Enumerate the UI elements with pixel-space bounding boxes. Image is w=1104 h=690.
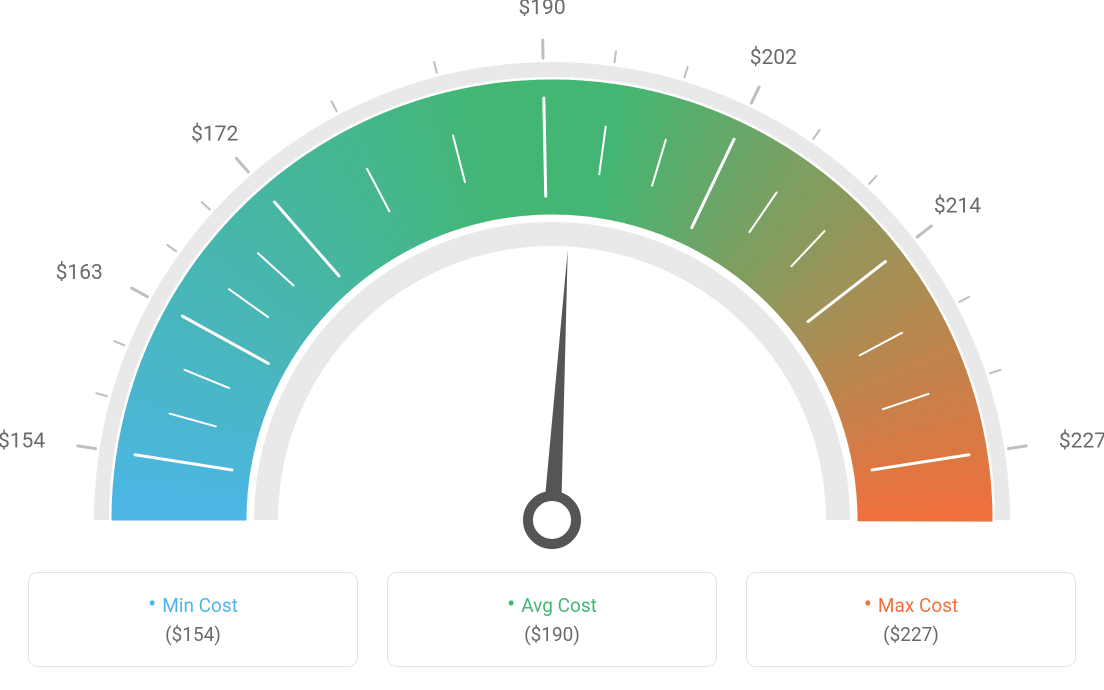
tick-label: $214	[934, 195, 981, 219]
tick-label: $163	[56, 261, 103, 285]
legend-label: • Max Cost	[864, 593, 958, 617]
tick-label: $172	[191, 122, 238, 146]
gauge-needle-hub	[528, 496, 576, 544]
tick-label: $190	[518, 0, 565, 20]
tick-label: $227	[1059, 430, 1104, 454]
legend-value: ($154)	[165, 623, 221, 646]
legend-card: • Min Cost ($154)	[28, 572, 358, 667]
bullet-icon: •	[507, 592, 515, 616]
legend-value: ($227)	[883, 623, 939, 646]
cost-gauge-chart: $154 $163 $172 $190 $202 $214 $227 • Min Cost ($…	[0, 0, 1104, 690]
legend-row: • Min Cost ($154) • Avg Cost ($190) • Max Cost (…	[0, 572, 1104, 667]
tick-label: $154	[0, 430, 45, 454]
bullet-icon: •	[148, 592, 156, 616]
gauge-needle	[543, 250, 568, 520]
tick-label: $202	[750, 46, 797, 70]
legend-label-text: Min Cost	[162, 594, 238, 617]
legend-value: ($190)	[524, 623, 580, 646]
legend-card: • Max Cost ($227)	[746, 572, 1076, 667]
legend-label-text: Avg Cost	[521, 594, 597, 617]
legend-card: • Avg Cost ($190)	[387, 572, 717, 667]
legend-label: • Min Cost	[148, 593, 238, 617]
legend-label: • Avg Cost	[507, 593, 597, 617]
bullet-icon: •	[864, 592, 872, 616]
legend-label-text: Max Cost	[878, 594, 958, 617]
